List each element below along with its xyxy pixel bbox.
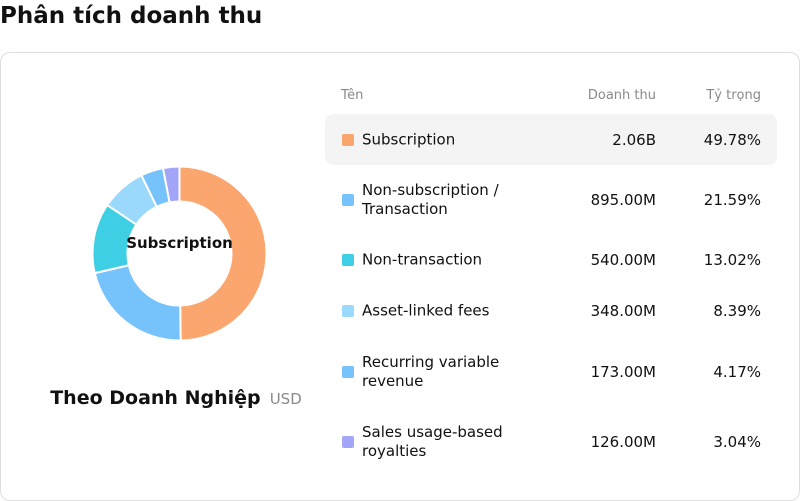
table-row[interactable]: Subscription 2.06B 49.78% <box>325 114 777 165</box>
legend-swatch <box>342 305 354 317</box>
row-share: 13.02% <box>703 251 761 269</box>
chart-caption: Theo Doanh Nghiệp USD <box>1 387 351 409</box>
table-header: Tên Doanh thu Tỷ trọng <box>325 83 777 113</box>
chart-caption-label: Theo Doanh Nghiệp <box>50 387 261 409</box>
donut-slice-subscription[interactable] <box>178 165 267 342</box>
table-row[interactable]: Non-transaction 540.00M 13.02% <box>325 235 777 285</box>
row-share: 3.04% <box>713 433 761 451</box>
row-share: 4.17% <box>713 363 761 381</box>
legend-swatch <box>342 194 354 206</box>
row-revenue: 895.00M <box>590 191 656 209</box>
row-name: Asset-linked fees <box>362 301 490 320</box>
row-name: Subscription <box>362 130 456 148</box>
row-revenue: 2.06B <box>612 130 656 149</box>
row-revenue: 540.00M <box>590 251 656 269</box>
table-row[interactable]: Sales usage-based royalties 126.00M 3.04… <box>325 407 777 477</box>
chart-unit: USD <box>269 390 302 408</box>
revenue-card: Subscription Theo Doanh Nghiệp USD Tên D… <box>0 52 800 501</box>
donut-center-label: Subscription <box>126 234 233 252</box>
header-name: Tên <box>341 88 364 103</box>
header-share: Tỷ trọng <box>706 88 761 103</box>
legend-swatch <box>342 366 354 378</box>
revenue-table: Tên Doanh thu Tỷ trọng Subscription 2.06… <box>325 83 777 477</box>
row-name: Sales usage-based royalties <box>362 423 503 460</box>
row-share: 8.39% <box>713 302 761 320</box>
row-revenue: 126.00M <box>590 433 656 451</box>
page-title: Phân tích doanh thu <box>0 3 263 29</box>
donut-slice-non-subscription-transaction[interactable] <box>93 264 182 342</box>
legend-swatch <box>342 133 354 146</box>
header-revenue: Doanh thu <box>587 88 656 103</box>
legend-swatch <box>342 254 354 266</box>
legend-swatch <box>342 436 354 448</box>
table-row[interactable]: Recurring variable revenue 173.00M 4.17% <box>325 337 777 407</box>
row-revenue: 348.00M <box>590 302 656 320</box>
row-name: Recurring variable revenue <box>362 353 500 390</box>
row-revenue: 173.00M <box>590 363 656 381</box>
table-row[interactable]: Non-subscription / Transaction 895.00M 2… <box>325 165 777 235</box>
donut-slice-sales-usage-based-royalties[interactable] <box>161 165 181 204</box>
row-name: Non-subscription / Transaction <box>362 181 499 218</box>
donut-svg <box>92 165 267 342</box>
table-row[interactable]: Asset-linked fees 348.00M 8.39% <box>325 285 777 337</box>
donut-chart: Subscription <box>92 165 267 342</box>
row-share: 49.78% <box>703 130 761 149</box>
row-name: Non-transaction <box>362 250 483 269</box>
row-share: 21.59% <box>703 191 761 209</box>
